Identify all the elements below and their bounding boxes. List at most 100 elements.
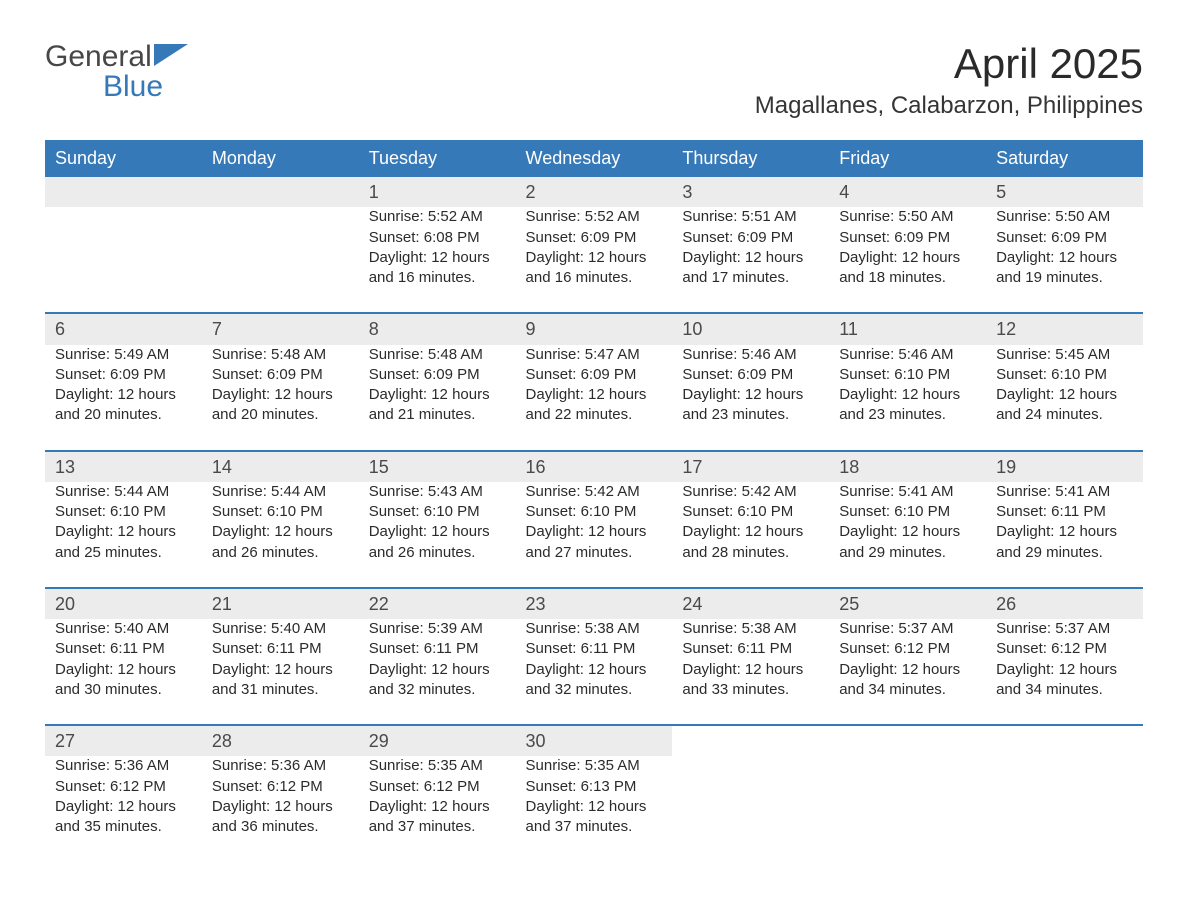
daylight-text-2: and 23 minutes. — [682, 405, 819, 425]
day-number-cell: 18 — [829, 451, 986, 482]
day-number-cell: 13 — [45, 451, 202, 482]
day-info-cell: Sunrise: 5:37 AMSunset: 6:12 PMDaylight:… — [986, 619, 1143, 725]
daylight-text-1: Daylight: 12 hours — [996, 522, 1133, 542]
daylight-text-1: Daylight: 12 hours — [55, 660, 192, 680]
daylight-text-2: and 25 minutes. — [55, 543, 192, 563]
weekday-header-row: Sunday Monday Tuesday Wednesday Thursday… — [45, 140, 1143, 177]
sunrise-text: Sunrise: 5:44 AM — [55, 482, 192, 502]
daylight-text-2: and 26 minutes. — [369, 543, 506, 563]
daylight-text-1: Daylight: 12 hours — [369, 522, 506, 542]
sunset-text: Sunset: 6:09 PM — [682, 228, 819, 248]
day-number-cell: 28 — [202, 725, 359, 756]
day-info-cell — [672, 756, 829, 861]
day-number-cell: 17 — [672, 451, 829, 482]
daylight-text-2: and 23 minutes. — [839, 405, 976, 425]
day-number-cell: 5 — [986, 177, 1143, 207]
daylight-text-2: and 21 minutes. — [369, 405, 506, 425]
day-number-cell: 22 — [359, 588, 516, 619]
day-number-cell: 4 — [829, 177, 986, 207]
daylight-text-2: and 28 minutes. — [682, 543, 819, 563]
sunrise-text: Sunrise: 5:46 AM — [682, 345, 819, 365]
sunrise-text: Sunrise: 5:39 AM — [369, 619, 506, 639]
sunset-text: Sunset: 6:09 PM — [839, 228, 976, 248]
daynum-row: 27282930 — [45, 725, 1143, 756]
daylight-text-1: Daylight: 12 hours — [55, 522, 192, 542]
sunset-text: Sunset: 6:08 PM — [369, 228, 506, 248]
logo: General Blue — [45, 40, 188, 102]
daylight-text-2: and 17 minutes. — [682, 268, 819, 288]
sunset-text: Sunset: 6:12 PM — [996, 639, 1133, 659]
sunset-text: Sunset: 6:12 PM — [369, 777, 506, 797]
daylight-text-1: Daylight: 12 hours — [682, 522, 819, 542]
day-info-row: Sunrise: 5:49 AMSunset: 6:09 PMDaylight:… — [45, 345, 1143, 451]
sunrise-text: Sunrise: 5:49 AM — [55, 345, 192, 365]
day-number-cell: 23 — [516, 588, 673, 619]
weekday-header: Wednesday — [516, 140, 673, 177]
daylight-text-1: Daylight: 12 hours — [526, 660, 663, 680]
sunset-text: Sunset: 6:12 PM — [212, 777, 349, 797]
daylight-text-1: Daylight: 12 hours — [526, 248, 663, 268]
sunrise-text: Sunrise: 5:48 AM — [212, 345, 349, 365]
day-number-cell: 7 — [202, 313, 359, 344]
daylight-text-1: Daylight: 12 hours — [369, 660, 506, 680]
logo-general: General — [45, 40, 152, 73]
day-number-cell: 10 — [672, 313, 829, 344]
sunset-text: Sunset: 6:10 PM — [526, 502, 663, 522]
daylight-text-2: and 22 minutes. — [526, 405, 663, 425]
day-info-cell: Sunrise: 5:41 AMSunset: 6:10 PMDaylight:… — [829, 482, 986, 588]
sunrise-text: Sunrise: 5:48 AM — [369, 345, 506, 365]
daylight-text-2: and 19 minutes. — [996, 268, 1133, 288]
daylight-text-1: Daylight: 12 hours — [369, 797, 506, 817]
day-number-cell: 21 — [202, 588, 359, 619]
daylight-text-1: Daylight: 12 hours — [839, 385, 976, 405]
day-number-cell: 15 — [359, 451, 516, 482]
flag-icon — [154, 44, 188, 66]
sunset-text: Sunset: 6:09 PM — [55, 365, 192, 385]
day-info-row: Sunrise: 5:40 AMSunset: 6:11 PMDaylight:… — [45, 619, 1143, 725]
sunset-text: Sunset: 6:11 PM — [55, 639, 192, 659]
daylight-text-1: Daylight: 12 hours — [996, 660, 1133, 680]
sunrise-text: Sunrise: 5:41 AM — [996, 482, 1133, 502]
sunset-text: Sunset: 6:09 PM — [212, 365, 349, 385]
day-number-cell: 6 — [45, 313, 202, 344]
day-info-cell: Sunrise: 5:40 AMSunset: 6:11 PMDaylight:… — [45, 619, 202, 725]
daylight-text-2: and 26 minutes. — [212, 543, 349, 563]
daylight-text-2: and 34 minutes. — [839, 680, 976, 700]
weekday-header: Friday — [829, 140, 986, 177]
day-info-cell: Sunrise: 5:49 AMSunset: 6:09 PMDaylight:… — [45, 345, 202, 451]
day-info-cell: Sunrise: 5:43 AMSunset: 6:10 PMDaylight:… — [359, 482, 516, 588]
sunrise-text: Sunrise: 5:41 AM — [839, 482, 976, 502]
daylight-text-2: and 20 minutes. — [212, 405, 349, 425]
day-info-cell: Sunrise: 5:48 AMSunset: 6:09 PMDaylight:… — [359, 345, 516, 451]
day-info-cell: Sunrise: 5:51 AMSunset: 6:09 PMDaylight:… — [672, 207, 829, 313]
day-info-cell: Sunrise: 5:42 AMSunset: 6:10 PMDaylight:… — [516, 482, 673, 588]
day-number-cell: 9 — [516, 313, 673, 344]
weekday-header: Saturday — [986, 140, 1143, 177]
sunset-text: Sunset: 6:09 PM — [682, 365, 819, 385]
sunrise-text: Sunrise: 5:52 AM — [369, 207, 506, 227]
day-number-cell: 3 — [672, 177, 829, 207]
day-info-cell: Sunrise: 5:46 AMSunset: 6:09 PMDaylight:… — [672, 345, 829, 451]
weekday-header: Sunday — [45, 140, 202, 177]
page-header: General Blue April 2025 Magallanes, Cala… — [45, 40, 1143, 120]
day-info-cell: Sunrise: 5:38 AMSunset: 6:11 PMDaylight:… — [672, 619, 829, 725]
sunrise-text: Sunrise: 5:40 AM — [212, 619, 349, 639]
sunrise-text: Sunrise: 5:36 AM — [55, 756, 192, 776]
daylight-text-2: and 36 minutes. — [212, 817, 349, 837]
daylight-text-1: Daylight: 12 hours — [212, 660, 349, 680]
sunrise-text: Sunrise: 5:35 AM — [369, 756, 506, 776]
sunset-text: Sunset: 6:10 PM — [55, 502, 192, 522]
daylight-text-2: and 16 minutes. — [526, 268, 663, 288]
sunset-text: Sunset: 6:10 PM — [839, 502, 976, 522]
day-info-cell: Sunrise: 5:45 AMSunset: 6:10 PMDaylight:… — [986, 345, 1143, 451]
sunset-text: Sunset: 6:10 PM — [369, 502, 506, 522]
daylight-text-2: and 32 minutes. — [369, 680, 506, 700]
day-info-cell — [202, 207, 359, 313]
daylight-text-1: Daylight: 12 hours — [839, 248, 976, 268]
day-number-cell: 26 — [986, 588, 1143, 619]
day-number-cell: 30 — [516, 725, 673, 756]
logo-text: General Blue — [45, 40, 188, 102]
daylight-text-1: Daylight: 12 hours — [996, 385, 1133, 405]
daylight-text-1: Daylight: 12 hours — [682, 660, 819, 680]
daylight-text-1: Daylight: 12 hours — [839, 660, 976, 680]
